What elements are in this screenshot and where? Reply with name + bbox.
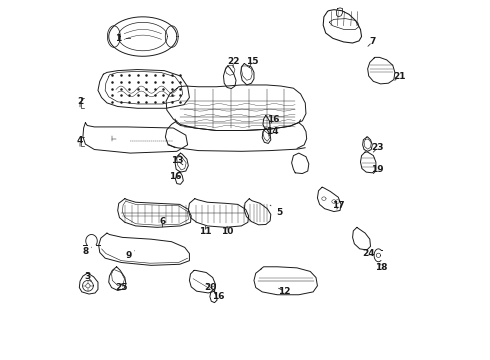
Text: 13: 13: [171, 156, 183, 165]
Text: 9: 9: [125, 251, 135, 260]
Text: 2: 2: [77, 96, 83, 107]
Text: 1: 1: [115, 34, 131, 43]
Text: 14: 14: [266, 127, 278, 136]
Text: 20: 20: [205, 283, 217, 292]
Text: 16: 16: [169, 172, 181, 181]
Text: 18: 18: [375, 264, 388, 273]
Text: 6: 6: [159, 217, 166, 227]
Text: 7: 7: [368, 37, 375, 46]
Text: 10: 10: [221, 226, 233, 237]
Text: 21: 21: [393, 72, 405, 81]
Text: 12: 12: [278, 287, 291, 296]
Text: 24: 24: [363, 249, 375, 258]
Text: 8: 8: [82, 247, 92, 256]
Text: 16: 16: [268, 114, 280, 123]
Text: 19: 19: [371, 165, 384, 174]
Text: 17: 17: [332, 201, 344, 210]
Text: 3: 3: [84, 272, 92, 281]
Text: 16: 16: [212, 292, 224, 301]
Text: 11: 11: [199, 226, 212, 237]
Text: 23: 23: [371, 143, 384, 152]
Text: 25: 25: [115, 283, 127, 292]
Text: 5: 5: [270, 205, 282, 217]
Text: 4: 4: [77, 136, 83, 146]
Text: 15: 15: [246, 57, 258, 68]
Text: 22: 22: [227, 57, 240, 67]
